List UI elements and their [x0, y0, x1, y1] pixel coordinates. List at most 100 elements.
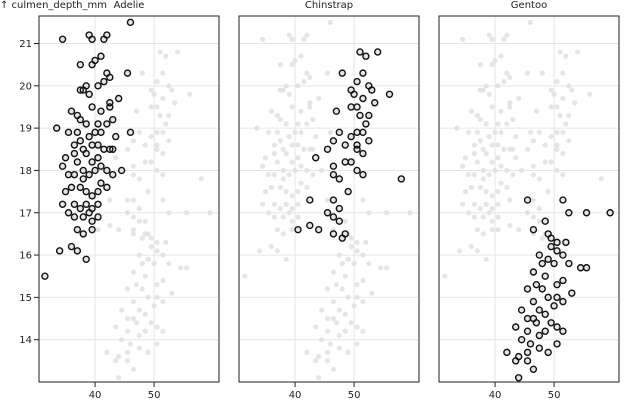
background-point: [501, 36, 507, 42]
y-tick-label: 16: [19, 251, 32, 262]
background-point: [113, 324, 119, 330]
background-point: [313, 324, 319, 330]
background-point: [65, 210, 72, 216]
background-point: [154, 341, 160, 347]
data-point: [329, 213, 338, 221]
background-point: [348, 104, 354, 110]
background-point: [83, 121, 89, 127]
data-point: [582, 209, 591, 217]
background-point: [127, 129, 134, 135]
data-point: [67, 107, 76, 115]
data-point: [82, 255, 90, 263]
data-point: [117, 166, 126, 175]
background-point: [142, 218, 148, 224]
data-point: [559, 251, 567, 259]
background-point: [130, 197, 137, 203]
background-point: [551, 91, 557, 97]
y-tick-label: 21: [19, 39, 32, 50]
background-point: [154, 324, 160, 330]
background-point: [336, 129, 342, 135]
data-point: [338, 69, 346, 77]
data-point: [79, 175, 87, 183]
background-point: [271, 150, 278, 157]
background-point: [154, 294, 160, 300]
data-point: [356, 48, 364, 56]
background-point: [68, 244, 75, 250]
background-point: [460, 201, 466, 207]
background-point: [462, 188, 469, 195]
background-point: [542, 218, 548, 224]
background-point: [304, 184, 310, 190]
background-point: [542, 328, 548, 334]
background-point: [519, 167, 525, 174]
background-point: [527, 19, 534, 25]
background-point: [145, 231, 151, 237]
background-point: [83, 256, 89, 262]
background-point: [548, 159, 554, 165]
data-point: [70, 149, 79, 158]
background-point: [545, 256, 551, 262]
background-point: [563, 53, 569, 59]
background-point: [536, 176, 542, 182]
background-point: [265, 210, 272, 216]
background-point: [116, 375, 122, 381]
data-point: [359, 170, 367, 179]
background-point: [151, 91, 157, 97]
background-point: [295, 188, 301, 195]
background-point: [345, 256, 351, 262]
data-point: [523, 348, 532, 357]
background-point: [98, 163, 104, 169]
y-axis-label: ↑ culmen_depth_mm: [0, 0, 107, 11]
background-point: [468, 108, 475, 114]
background-point: [316, 354, 322, 360]
background-point: [139, 286, 145, 292]
data-point: [79, 166, 87, 175]
background-point: [110, 117, 116, 123]
background-point: [524, 358, 531, 364]
background-point: [124, 146, 131, 152]
data-point: [73, 247, 82, 255]
background-point: [262, 155, 269, 161]
data-point: [314, 225, 323, 234]
background-point: [298, 180, 304, 186]
background-point: [495, 155, 501, 161]
background-point: [483, 121, 489, 127]
background-point: [339, 286, 345, 292]
background-point: [119, 337, 125, 343]
data-point: [547, 319, 555, 327]
background-point: [292, 57, 298, 64]
background-point: [560, 129, 566, 135]
background-point: [524, 349, 531, 355]
background-point: [489, 62, 495, 68]
background-point: [486, 133, 492, 140]
background-point: [554, 341, 560, 347]
background-point: [274, 129, 280, 135]
background-point: [310, 117, 316, 123]
background-point: [148, 244, 154, 250]
data-point: [503, 348, 511, 357]
data-point: [94, 154, 102, 162]
background-point: [330, 366, 337, 372]
background-point: [489, 227, 495, 233]
data-point: [562, 238, 570, 247]
data-point: [368, 86, 376, 94]
background-point: [183, 210, 190, 216]
x-tick-label: 40: [489, 390, 502, 400]
background-point: [274, 227, 280, 233]
data-point: [338, 234, 346, 242]
background-point: [539, 235, 545, 241]
background-point: [474, 227, 480, 233]
background-point: [330, 315, 337, 322]
background-point: [563, 121, 569, 127]
background-point: [260, 163, 266, 169]
background-point: [336, 205, 342, 212]
background-point: [530, 299, 537, 305]
background-point: [566, 112, 572, 119]
data-point: [94, 82, 102, 90]
background-point: [477, 205, 483, 212]
background-point: [554, 248, 560, 254]
background-point: [327, 19, 334, 25]
background-point: [330, 231, 337, 237]
data-point: [329, 196, 338, 204]
data-point: [76, 183, 85, 192]
